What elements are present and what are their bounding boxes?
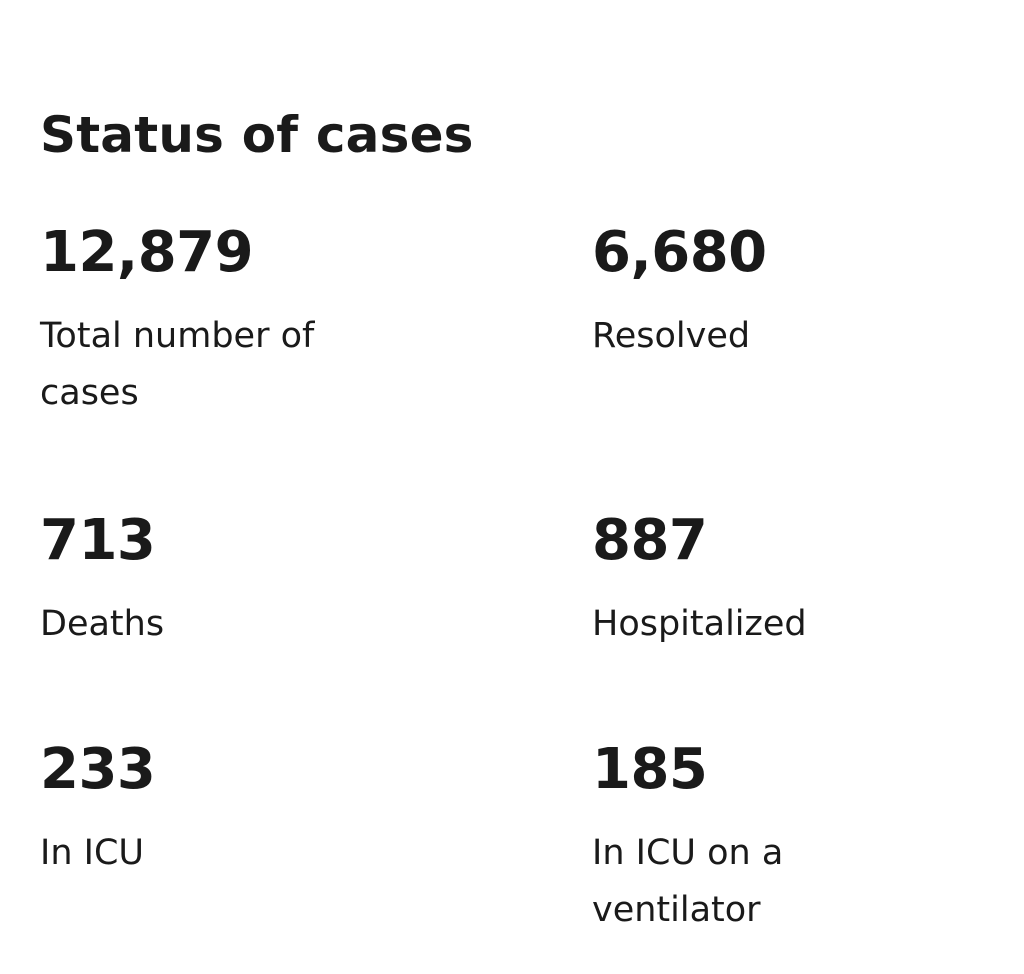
- stat-resolved: 6,680 Resolved: [592, 220, 972, 365]
- stat-label: In ICU on a ventilator: [592, 833, 784, 930]
- stat-value: 713: [40, 508, 156, 573]
- stat-label: Deaths: [40, 604, 165, 644]
- stat-value: 185: [592, 737, 708, 802]
- section-title: Status of cases: [40, 106, 474, 164]
- stat-deaths: 713 Deaths: [40, 508, 420, 653]
- stat-total-cases: 12,879 Total number of cases: [40, 220, 420, 422]
- stat-icu-ventilator: 185 In ICU on a ventilator: [592, 737, 972, 939]
- stat-in-icu: 233 In ICU: [40, 737, 420, 882]
- stat-value: 6,680: [592, 220, 767, 285]
- stat-label: Resolved: [592, 316, 751, 356]
- stat-value: 12,879: [40, 220, 254, 285]
- stat-value: 233: [40, 737, 156, 802]
- stat-label: Total number of cases: [40, 316, 315, 413]
- stat-label: Hospitalized: [592, 604, 807, 644]
- stat-label: In ICU: [40, 833, 145, 873]
- stat-hospitalized: 887 Hospitalized: [592, 508, 972, 653]
- stat-value: 887: [592, 508, 708, 573]
